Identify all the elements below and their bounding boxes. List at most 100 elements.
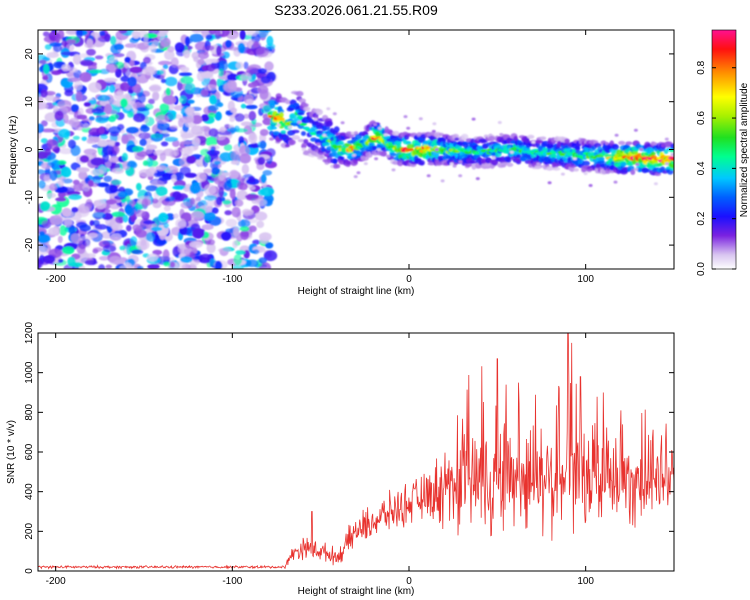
heatmap-cell (363, 162, 368, 166)
colorbar-tick-label: 0.8 (696, 60, 707, 74)
heatmap-cell (386, 154, 391, 158)
heatmap-cell (179, 116, 194, 124)
heatmap-cell (43, 64, 50, 75)
heatmap-cell (88, 232, 98, 238)
heatmap-cell (88, 82, 102, 93)
heatmap-cell (104, 33, 112, 42)
heatmap-cell (620, 162, 627, 167)
heatmap-cell (163, 261, 171, 267)
heatmap-cell (130, 236, 138, 247)
heatmap-cell (656, 163, 664, 167)
heatmap-cell (392, 130, 400, 136)
heatmap-cell (78, 170, 88, 180)
heatmap-cell (203, 168, 213, 173)
heatmap-cell (49, 183, 58, 191)
heatmap-cell (365, 152, 373, 158)
heatmap-cell (47, 158, 60, 167)
heatmap-cell (68, 67, 78, 73)
heatmap-cell (254, 211, 268, 221)
heatmap-cell (204, 195, 217, 201)
heatmap-cell (458, 160, 463, 164)
heatmap-cell (371, 145, 378, 151)
heatmap-cell (250, 142, 259, 149)
snr-x-tick-label: -100 (222, 576, 242, 587)
heatmap-cell (102, 144, 115, 156)
heatmap-cell (230, 107, 238, 114)
heatmap-cell (572, 157, 577, 161)
heatmap-cell (292, 134, 300, 139)
heatmap-cell (156, 31, 166, 41)
heatmap-cell (57, 235, 63, 244)
heatmap-cell (205, 34, 213, 40)
heatmap-cell (160, 78, 167, 84)
heatmap-cell (352, 153, 357, 157)
heatmap-cell (240, 121, 253, 127)
heatmap-cell (246, 98, 254, 105)
heatmap-cell (162, 95, 177, 105)
snr-y-tick-label: 1200 (24, 321, 35, 344)
heatmap-cell (353, 175, 358, 179)
heatmap-cell (183, 145, 192, 155)
heatmap-cell (73, 80, 83, 91)
snr-y-tick-label: 200 (24, 523, 35, 540)
heatmap-cell (46, 192, 57, 199)
heatmap-cell (207, 239, 215, 246)
colorbar-label: Normalized spectral amplitude (739, 82, 750, 217)
heatmap-cell (143, 220, 156, 225)
heatmap-cell (100, 134, 108, 140)
heatmap-cell (191, 30, 203, 33)
heatmap-cell (408, 148, 414, 152)
heatmap-cell (350, 131, 355, 135)
heatmap-cell (72, 179, 80, 185)
heatmap-cell (158, 212, 169, 223)
heatmap-cell (126, 224, 132, 232)
heatmap-cell (216, 102, 224, 108)
heatmap-cell (147, 253, 159, 262)
heatmap-cell (51, 70, 62, 76)
heatmap-cell (124, 43, 137, 48)
spectrogram-y-tick-label: 20 (24, 48, 35, 60)
heatmap-cell (238, 136, 245, 145)
spectrogram-y-tick-label: -20 (24, 237, 35, 252)
snr-y-tick-label: 0 (24, 568, 35, 574)
heatmap-cell (171, 174, 177, 183)
heatmap-cell (235, 250, 246, 255)
heatmap-cell (184, 36, 190, 47)
heatmap-cell (260, 174, 267, 184)
snr-x-axis-label: Height of straight line (km) (298, 586, 415, 597)
heatmap-cell (148, 98, 155, 105)
heatmap-cell (164, 136, 179, 142)
heatmap-cell (59, 148, 73, 155)
heatmap-cell (179, 227, 192, 236)
heatmap-cell (95, 199, 107, 210)
heatmap-cell (164, 76, 178, 87)
heatmap-cell (233, 125, 240, 132)
heatmap-cell (258, 266, 270, 269)
heatmap-cell (132, 145, 143, 153)
heatmap-cell (41, 220, 51, 228)
heatmap-cell (225, 218, 238, 228)
heatmap-cell (169, 125, 178, 130)
heatmap-cell (149, 43, 157, 54)
heatmap-cell (138, 132, 151, 140)
heatmap-cell (208, 128, 219, 138)
heatmap-cell (163, 222, 169, 229)
heatmap-cell (83, 102, 92, 107)
heatmap-cell (41, 120, 48, 127)
heatmap-cell (143, 65, 157, 76)
heatmap-cell (233, 254, 243, 266)
heatmap-cell (203, 212, 216, 221)
heatmap-cell (82, 184, 91, 192)
snr-x-tick-label: -200 (46, 576, 66, 587)
heatmap-cell (71, 207, 79, 213)
heatmap-cell (146, 157, 154, 168)
heatmap-cell (120, 75, 130, 82)
heatmap-cell (73, 182, 85, 192)
heatmap-cell (106, 140, 116, 147)
heatmap-cell (209, 94, 218, 105)
heatmap-cell (299, 122, 307, 126)
heatmap-cell (116, 89, 124, 97)
heatmap-cell (214, 111, 222, 121)
